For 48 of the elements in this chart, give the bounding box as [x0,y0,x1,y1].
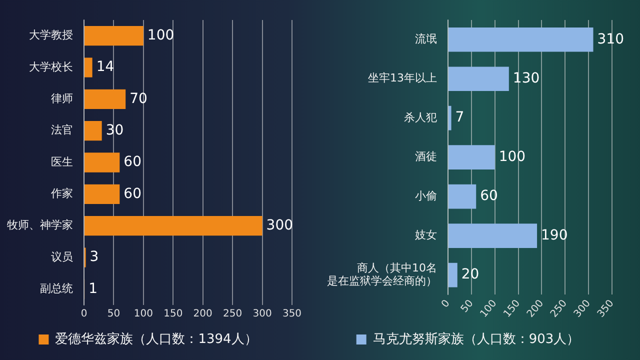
y-tick-label: 小偷 [415,189,437,202]
y-tick-label: 大学校长 [29,60,73,74]
y-tick-label: 酒徒 [415,150,437,164]
data-label: 14 [96,59,114,76]
x-tick-label: 150 [502,298,523,320]
y-tick-label: 法官 [51,124,73,137]
x-tick-label: 250 [223,308,242,320]
x-tick-label: 200 [193,308,212,320]
data-label: 70 [130,90,148,107]
y-tick-label: 坐牢13年以上 [368,72,437,85]
y-tick-label: 副总统 [40,282,73,296]
y-tick-label: 杀人犯 [404,110,437,124]
x-tick-label: 0 [80,308,88,320]
data-label: 300 [266,217,294,234]
data-label: 60 [124,154,142,170]
legend-label: 爱德华兹家族（人口数：1394人） [55,330,258,347]
y-tick-label: 大学教授 [29,28,73,42]
x-tick-label: 100 [478,298,500,320]
data-label: 7 [455,110,464,126]
y-tick-label: 流氓 [415,32,437,46]
x-tick-label: 0 [440,298,452,310]
x-tick-label: 350 [282,308,302,320]
y-tick-label: 商人（其中10名是在监狱学会经商的） [327,261,437,288]
data-label: 60 [480,188,498,204]
x-tick-label: 50 [107,308,120,320]
x-tick-label: 300 [252,308,272,320]
data-label: 30 [106,122,124,138]
data-label: 1 [88,280,98,297]
x-tick-label: 100 [134,308,153,320]
y-tick-label: 牧师、神学家 [7,218,73,232]
data-label: 130 [512,70,540,86]
data-label: 20 [461,266,480,283]
y-tick-label: 作家 [50,187,73,200]
data-label: 100 [498,148,526,165]
x-tick-label: 150 [164,308,183,320]
legend-label: 马克尤努斯家族（人口数：903人） [372,330,580,347]
y-tick-label: 妓女 [415,228,437,242]
data-label: 310 [597,31,624,48]
y-tick-label: 议员 [51,250,73,264]
y-tick-label: 律师 [51,92,73,106]
data-label: 100 [147,27,174,44]
y-tick-label: 医生 [51,155,73,168]
data-label: 60 [124,186,142,202]
data-label: 190 [541,227,568,244]
x-tick-label: 350 [596,298,616,320]
x-tick-label: 300 [572,298,593,320]
x-tick-label: 50 [459,298,476,315]
data-label: 3 [90,249,99,266]
